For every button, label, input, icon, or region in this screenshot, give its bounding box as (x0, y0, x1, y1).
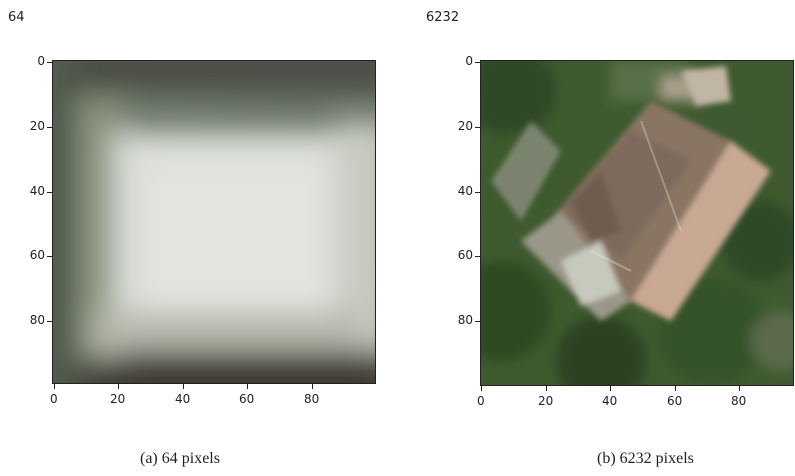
x-tick-label: 20 (110, 392, 126, 406)
y-tick-label: 0 (465, 54, 473, 68)
y-tick-label: 20 (29, 119, 45, 133)
x-tick-label: 60 (667, 394, 683, 408)
x-tick-mark (546, 386, 547, 391)
x-tick-mark (247, 384, 248, 389)
x-tick-label: 40 (175, 392, 191, 406)
panel-a: 64 0 20 (0, 0, 397, 476)
y-tick-mark (47, 62, 52, 63)
y-tick-mark (475, 256, 480, 257)
y-tick-mark (47, 256, 52, 257)
y-tick-mark (475, 321, 480, 322)
x-tick-label: 80 (304, 392, 320, 406)
x-tick-mark (312, 384, 313, 389)
x-tick-mark (610, 386, 611, 391)
y-tick-mark (475, 62, 480, 63)
y-tick-label: 80 (457, 313, 473, 327)
y-tick-label: 40 (457, 184, 473, 198)
y-tick-mark (475, 127, 480, 128)
x-tick-mark (675, 386, 676, 391)
y-tick-label: 60 (457, 248, 473, 262)
x-tick-label: 60 (239, 392, 255, 406)
y-tick-mark (47, 127, 52, 128)
blurry-patch-image (53, 61, 375, 383)
panel-b: 6232 (397, 0, 794, 476)
x-tick-mark (118, 384, 119, 389)
x-tick-mark (481, 386, 482, 391)
y-tick-label: 20 (457, 119, 473, 133)
y-tick-mark (47, 321, 52, 322)
aerial-house-image (481, 61, 793, 385)
x-tick-label: 20 (538, 394, 554, 408)
panel-a-title: 64 (8, 10, 25, 25)
y-tick-mark (47, 192, 52, 193)
x-tick-label: 0 (50, 392, 58, 406)
y-tick-label: 0 (37, 54, 45, 68)
panel-b-title: 6232 (426, 10, 460, 25)
panel-a-image (52, 60, 376, 384)
y-tick-label: 60 (29, 248, 45, 262)
x-tick-mark (54, 384, 55, 389)
x-tick-label: 80 (731, 394, 747, 408)
x-tick-mark (739, 386, 740, 391)
x-tick-label: 0 (477, 394, 485, 408)
panel-b-caption: (b) 6232 pixels (597, 450, 694, 467)
y-tick-label: 40 (29, 184, 45, 198)
x-tick-label: 40 (602, 394, 618, 408)
y-tick-mark (475, 192, 480, 193)
y-tick-label: 80 (29, 313, 45, 327)
x-tick-mark (183, 384, 184, 389)
panel-a-caption: (a) 64 pixels (140, 450, 220, 467)
panel-b-image (480, 60, 794, 386)
